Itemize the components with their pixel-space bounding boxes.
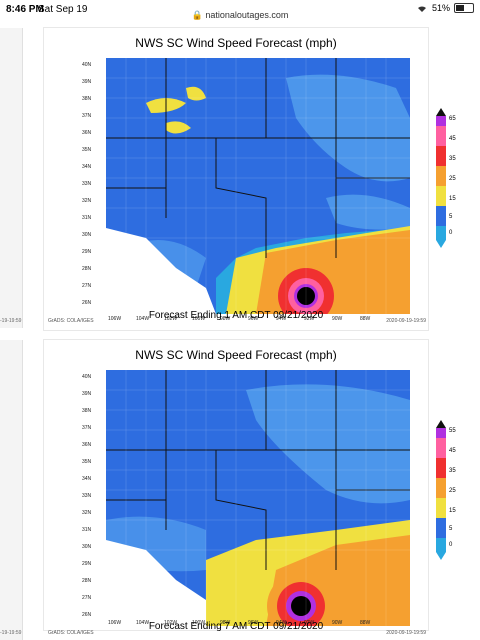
lon-label: 100W <box>192 316 206 322</box>
lat-label: 35N <box>82 459 92 465</box>
panel-title: NWS SC Wind Speed Forecast (mph) <box>135 348 337 362</box>
wifi-icon <box>417 6 426 12</box>
cbar-label: 5 <box>449 214 453 220</box>
wind-map <box>106 370 410 626</box>
lat-label: 26N <box>82 300 92 306</box>
lat-label: 38N <box>82 408 92 414</box>
lon-label: 90W <box>332 316 343 322</box>
forecast-panel-1: NWS SC Wind Speed Forecast (mph) <box>44 28 456 330</box>
lat-label: 27N <box>82 283 92 289</box>
colorbar <box>436 420 446 560</box>
cbar-label: 5 <box>449 526 453 532</box>
lat-label: 38N <box>82 96 92 102</box>
panel-title: NWS SC Wind Speed Forecast (mph) <box>135 36 337 50</box>
battery-percent: 51% <box>431 3 450 13</box>
cbar-label: 15 <box>449 196 456 202</box>
lon-label: 96W <box>248 620 259 626</box>
cbar-label: 45 <box>449 136 456 142</box>
lat-label: 36N <box>82 442 92 448</box>
lat-label: 40N <box>82 62 92 68</box>
lon-label: 98W <box>220 620 231 626</box>
side-stamp-top: -19-19:59 <box>0 318 22 324</box>
lat-label: 31N <box>82 527 92 533</box>
previous-slide-strip-bottom[interactable] <box>0 340 23 640</box>
lat-label: 33N <box>82 493 92 499</box>
lon-label: 104W <box>136 620 150 626</box>
lat-label: 26N <box>82 612 92 618</box>
credit: GrADS: COLA/IGES <box>48 630 94 636</box>
cbar-label: 35 <box>449 156 456 162</box>
lat-label: 27N <box>82 595 92 601</box>
status-bar: 8:46 PM Sat Sep 19 🔒 nationaloutages.com… <box>0 0 480 26</box>
lon-label: 92W <box>304 620 315 626</box>
lat-label: 35N <box>82 147 92 153</box>
lon-label: 100W <box>192 620 206 626</box>
lat-label: 36N <box>82 130 92 136</box>
lon-label: 106W <box>108 316 122 322</box>
cbar-label: 15 <box>449 508 456 514</box>
lon-label: 96W <box>248 316 259 322</box>
wind-map <box>106 58 410 314</box>
lat-label: 33N <box>82 181 92 187</box>
cbar-label: 55 <box>449 428 456 434</box>
url-text: nationaloutages.com <box>205 10 289 20</box>
status-time: 8:46 PM <box>6 4 44 15</box>
lat-label: 30N <box>82 544 92 550</box>
lon-label: 102W <box>164 316 178 322</box>
timestamp: 2020-09-19-19:59 <box>386 318 426 324</box>
colorbar <box>436 108 446 248</box>
credit: GrADS: COLA/IGES <box>48 318 94 324</box>
previous-slide-strip-top[interactable] <box>0 28 23 328</box>
cbar-label: 65 <box>449 116 456 122</box>
lat-label: 29N <box>82 561 92 567</box>
cbar-label: 0 <box>449 542 453 548</box>
lat-label: 34N <box>82 476 92 482</box>
lon-label: 104W <box>136 316 150 322</box>
lat-label: 31N <box>82 215 92 221</box>
lat-label: 37N <box>82 425 92 431</box>
lon-label: 98W <box>220 316 231 322</box>
lat-label: 28N <box>82 266 92 272</box>
lat-label: 29N <box>82 249 92 255</box>
lat-label: 32N <box>82 510 92 516</box>
lon-label: 106W <box>108 620 122 626</box>
lon-label: 92W <box>304 316 315 322</box>
lon-label: 102W <box>164 620 178 626</box>
lat-label: 28N <box>82 578 92 584</box>
panel-footer: Forecast Ending 7 AM CDT 09/21/2020 <box>148 621 324 632</box>
lon-label: 88W <box>360 620 371 626</box>
lat-label: 37N <box>82 113 92 119</box>
lon-label: 90W <box>332 620 343 626</box>
cbar-label: 45 <box>449 448 456 454</box>
lat-label: 40N <box>82 374 92 380</box>
side-stamp-bottom: -19-19:59 <box>0 630 22 636</box>
lat-label: 39N <box>82 79 92 85</box>
lat-label: 32N <box>82 198 92 204</box>
status-date: Sat Sep 19 <box>38 4 88 15</box>
cbar-label: 25 <box>449 488 456 494</box>
forecast-panel-2: NWS SC Wind Speed Forecast (mph) <box>44 340 456 630</box>
lon-label: 88W <box>360 316 371 322</box>
cbar-label: 35 <box>449 468 456 474</box>
lon-label: 94W <box>276 316 287 322</box>
status-indicators: 51% <box>416 3 474 13</box>
lat-label: 30N <box>82 232 92 238</box>
address-bar[interactable]: 🔒 nationaloutages.com <box>0 10 480 21</box>
lat-label: 34N <box>82 164 92 170</box>
lon-label: 94W <box>276 620 287 626</box>
cbar-label: 0 <box>449 230 453 236</box>
timestamp: 2020-09-19-19:59 <box>386 630 426 636</box>
panel-footer: Forecast Ending 1 AM CDT 09/21/2020 <box>148 310 324 321</box>
battery-icon <box>454 3 474 13</box>
lock-icon: 🔒 <box>191 10 203 20</box>
lat-label: 39N <box>82 391 92 397</box>
cbar-label: 25 <box>449 176 456 182</box>
